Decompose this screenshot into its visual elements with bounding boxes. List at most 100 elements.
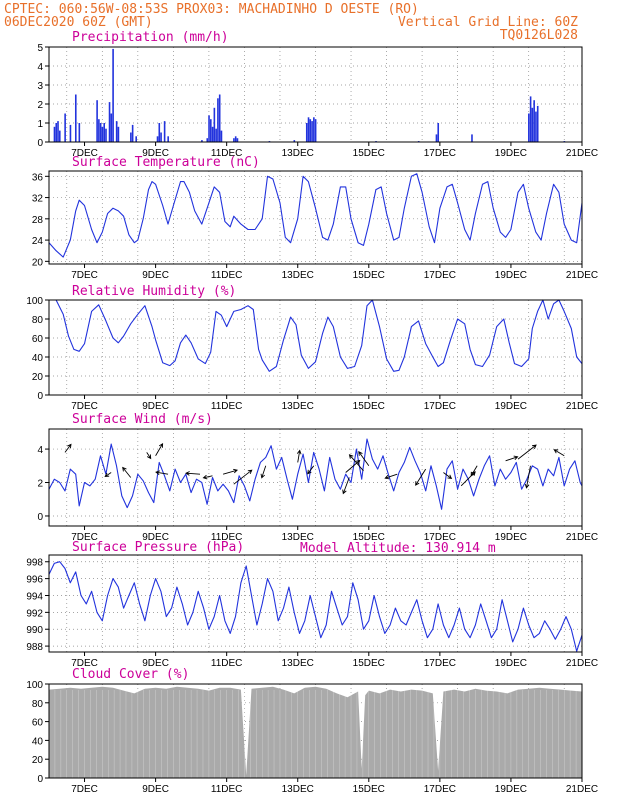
cloud-cover-ytick-label: 60 — [32, 718, 44, 729]
pressure-ytick-label: 988 — [26, 642, 43, 653]
cloud-cover-xtick-label: 17DEC — [424, 784, 456, 795]
cloud-cover-frame — [48, 683, 583, 779]
temperature-title: Surface Temperature (nC) — [72, 155, 260, 170]
temperature-xtick-label: 15DEC — [353, 270, 385, 281]
precipitation-bar — [135, 136, 137, 142]
cloud-cover-xtick-label: 15DEC — [353, 784, 385, 795]
pressure-xtick-label: 19DEC — [495, 658, 527, 669]
humidity-xtick-label: 21DEC — [566, 401, 598, 412]
wind-vector-arrow — [222, 468, 239, 475]
temperature-ytick-label: 36 — [32, 172, 44, 183]
precipitation-bar — [535, 111, 537, 142]
wind-vector-arrow — [443, 472, 453, 480]
humidity-series-line — [49, 299, 583, 372]
humidity-xtick-label: 9DEC — [142, 401, 169, 412]
precipitation-bar — [130, 132, 132, 142]
cloud-cover-ytick-label: 80 — [32, 699, 44, 710]
temperature-ytick-label: 32 — [32, 194, 44, 205]
temperature-xtick-label: 7DEC — [71, 270, 98, 281]
temperature-frame — [48, 170, 583, 265]
precipitation-ytick-label: 2 — [37, 100, 43, 111]
precipitation-bar — [74, 94, 77, 142]
wind-vectors-group — [64, 442, 565, 495]
precipitation-bar — [105, 128, 107, 142]
pressure-ytick-label: 990 — [26, 625, 43, 636]
precipitation-bar — [528, 113, 530, 142]
precipitation-bar — [233, 138, 235, 142]
precipitation-bar — [69, 124, 72, 142]
pressure-ytick-label: 998 — [26, 558, 43, 569]
wind-vector-arrow — [553, 449, 565, 457]
precipitation-bar — [311, 121, 313, 142]
precipitation-bar — [167, 136, 169, 142]
precipitation-bar — [234, 136, 237, 142]
wind-frame — [48, 428, 583, 527]
wind-vector-arrow — [202, 474, 213, 480]
pressure-xtick-label: 7DEC — [71, 658, 98, 669]
wind-title: Surface Wind (m/s) — [72, 412, 213, 427]
wind-panel: Surface Wind (m/s) 0 2 4 7DEC 9DEC 11DEC 13DEC 1… — [37, 412, 598, 543]
cloud-cover-xtick-label: 21DEC — [566, 784, 598, 795]
precipitation-bar — [307, 117, 310, 142]
precipitation-xtick-label: 9DEC — [142, 148, 169, 159]
wind-xtick-label: 11DEC — [211, 532, 243, 543]
precipitation-xtick-label: 11DEC — [211, 148, 243, 159]
humidity-xtick-label: 19DEC — [495, 401, 527, 412]
wind-series-line — [48, 438, 583, 510]
precipitation-bar — [220, 130, 223, 142]
precipitation-bar — [531, 107, 534, 142]
wind-vector-arrow — [524, 465, 531, 489]
pressure-panel: Surface Pressure (hPa) 988 990 992 994 996 998… — [26, 540, 598, 669]
pressure-xtick-label: 17DEC — [424, 658, 456, 669]
precipitation-bar — [108, 102, 111, 142]
precipitation-bar — [55, 123, 58, 142]
humidity-ytick-label: 100 — [26, 296, 43, 307]
precipitation-ytick-label: 3 — [37, 81, 43, 92]
cloud-cover-xtick-label: 19DEC — [495, 784, 527, 795]
precipitation-bar — [103, 123, 106, 142]
temperature-ytick-label: 28 — [32, 215, 44, 226]
pressure-ytick-label: 996 — [26, 575, 43, 586]
precipitation-panel: Precipitation (mm/h) 0 1 2 3 4 5 7DEC 9DEC 11DEC 1… — [37, 30, 598, 159]
precipitation-xtick-label: 13DEC — [282, 148, 314, 159]
precipitation-bar — [217, 98, 219, 142]
humidity-frame — [48, 299, 583, 396]
temperature-xtick-label: 19DEC — [495, 270, 527, 281]
precipitation-bar — [218, 94, 221, 142]
temperature-xtick-label: 9DEC — [142, 270, 169, 281]
humidity-ytick-label: 60 — [32, 334, 44, 345]
pressure-ytick-label: 992 — [26, 608, 43, 619]
pressure-frame — [48, 554, 583, 653]
wind-vector-arrow — [345, 459, 361, 473]
wind-vector-arrow — [384, 473, 398, 480]
wind-vector-arrow — [155, 442, 164, 456]
cloud-cover-xtick-label: 11DEC — [211, 784, 243, 795]
pressure-xtick-label: 13DEC — [282, 658, 314, 669]
precipitation-bar — [201, 140, 203, 142]
precipitation-bar — [211, 126, 214, 142]
precipitation-bar — [435, 134, 438, 142]
precipitation-xtick-label: 15DEC — [353, 148, 385, 159]
humidity-xtick-label: 13DEC — [282, 401, 314, 412]
wind-xtick-label: 7DEC — [71, 532, 98, 543]
wind-xtick-label: 15DEC — [353, 532, 385, 543]
temperature-panel: Surface Temperature (nC) 20 24 28 32 36 7DEC 9D… — [32, 155, 598, 281]
precipitation-bar — [99, 123, 102, 142]
precipitation-bar — [112, 48, 114, 142]
wind-vector-arrow — [470, 465, 478, 477]
wind-vector-arrow — [260, 465, 267, 479]
precipitation-bar — [536, 105, 539, 142]
precipitation-bar — [110, 113, 113, 142]
precipitation-bar — [53, 126, 56, 142]
wind-vector-arrow — [505, 455, 519, 462]
wind-vector-arrow — [342, 477, 350, 495]
wind-xtick-label: 17DEC — [424, 532, 456, 543]
precipitation-bar — [58, 130, 61, 142]
precipitation-bar — [471, 134, 473, 142]
panels-group: Precipitation (mm/h) 0 1 2 3 4 5 7DEC 9DEC 11DEC 1… — [26, 30, 598, 795]
wind-xtick-label: 9DEC — [142, 532, 169, 543]
precipitation-bar — [313, 117, 315, 142]
temperature-ytick-label: 24 — [32, 236, 44, 247]
wind-vector-arrow — [104, 472, 112, 478]
precipitation-ytick-label: 0 — [37, 138, 43, 149]
